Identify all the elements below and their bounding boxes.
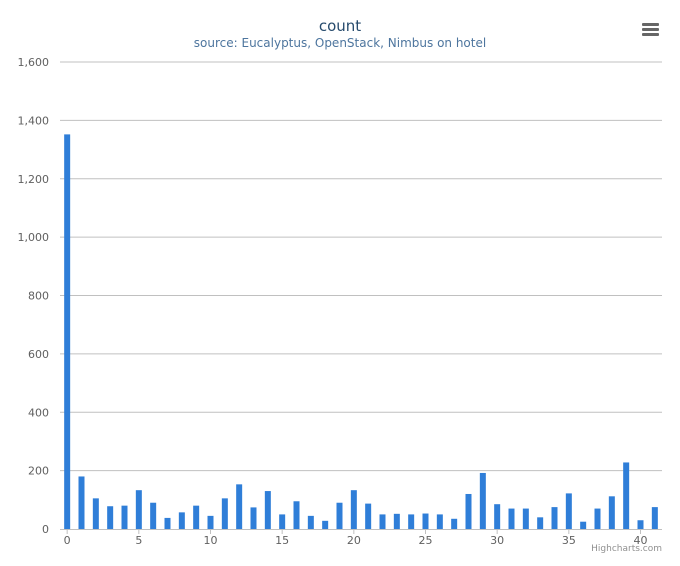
- bar: [465, 493, 472, 529]
- y-tick-label: 200: [28, 465, 49, 478]
- bar: [121, 505, 128, 529]
- bar: [408, 514, 415, 529]
- bar: [336, 502, 343, 529]
- hamburger-menu-icon[interactable]: [638, 18, 664, 40]
- bar: [293, 501, 300, 529]
- bar: [651, 507, 658, 529]
- y-tick-label: 400: [28, 406, 49, 419]
- bar: [565, 493, 572, 529]
- credits-link[interactable]: Highcharts.com: [591, 544, 662, 554]
- x-tick-label: 5: [135, 534, 142, 547]
- chart-subtitle: source: Eucalyptus, OpenStack, Nimbus on…: [193, 36, 487, 50]
- bar: [494, 504, 501, 529]
- bar: [365, 503, 372, 529]
- bar: [637, 520, 644, 529]
- bar: [451, 518, 458, 529]
- bar: [623, 462, 630, 529]
- y-tick-label: 1,000: [18, 231, 50, 244]
- menu-line: [642, 33, 659, 36]
- y-tick-label: 1,400: [18, 114, 50, 127]
- bar: [178, 512, 185, 529]
- bar: [580, 521, 587, 529]
- bar: [92, 498, 99, 529]
- chart-title: count: [318, 17, 362, 35]
- bar: [264, 491, 271, 529]
- bar: [508, 508, 515, 529]
- x-tick-label: 0: [64, 534, 71, 547]
- bar: [135, 490, 142, 529]
- menu-line: [642, 23, 659, 26]
- menu-line: [642, 28, 659, 31]
- bar: [522, 508, 529, 529]
- x-tick-label: 35: [562, 534, 576, 547]
- y-tick-label: 1,600: [18, 56, 50, 69]
- x-tick-label: 15: [275, 534, 289, 547]
- bar: [379, 514, 386, 529]
- bar: [608, 496, 615, 529]
- x-tick-label: 40: [634, 534, 648, 547]
- bar: [164, 517, 171, 529]
- bar: [78, 476, 85, 529]
- bar: [64, 134, 71, 529]
- bar: [207, 515, 214, 529]
- bar: [250, 507, 257, 529]
- bar: [479, 472, 486, 529]
- bar: [422, 513, 429, 529]
- bar: [150, 502, 157, 529]
- bar: [393, 513, 400, 529]
- bar: [307, 515, 314, 529]
- bar: [279, 514, 286, 529]
- bar: [221, 498, 228, 529]
- bar: [350, 490, 357, 529]
- x-tick-label: 30: [490, 534, 504, 547]
- bar: [107, 506, 114, 529]
- x-tick-label: 20: [347, 534, 361, 547]
- bar: [193, 505, 200, 529]
- bar: [551, 507, 558, 529]
- bar: [436, 514, 443, 529]
- x-tick-label: 25: [419, 534, 433, 547]
- bar: [322, 520, 329, 529]
- y-tick-label: 0: [42, 523, 49, 536]
- y-tick-label: 600: [28, 348, 49, 361]
- y-tick-label: 1,200: [18, 173, 50, 186]
- y-tick-label: 800: [28, 290, 49, 303]
- bar: [594, 508, 601, 529]
- bar: [236, 484, 243, 529]
- bar: [537, 517, 544, 529]
- x-tick-label: 10: [204, 534, 218, 547]
